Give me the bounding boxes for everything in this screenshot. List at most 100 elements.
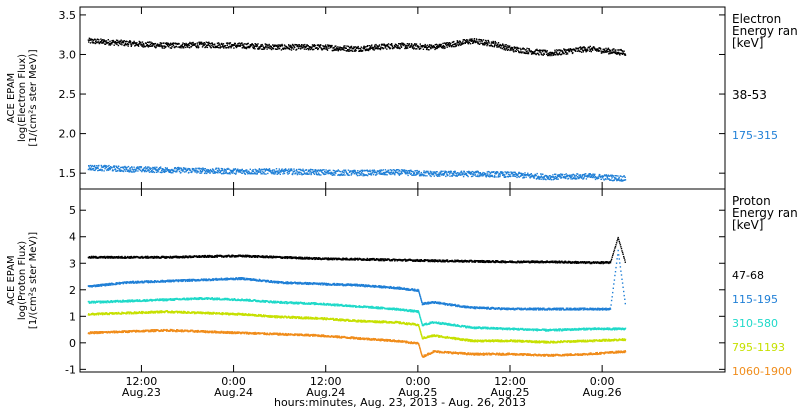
data-point	[245, 43, 247, 45]
data-point	[355, 172, 357, 174]
data-point	[443, 174, 445, 176]
data-point	[427, 259, 429, 261]
data-point	[201, 170, 203, 173]
data-point	[334, 48, 337, 50]
data-point	[567, 177, 570, 180]
data-point	[374, 170, 376, 172]
data-point	[333, 257, 335, 260]
data-point	[300, 169, 302, 171]
data-point	[615, 49, 617, 51]
data-point	[354, 257, 356, 259]
data-point	[189, 41, 191, 44]
data-point	[93, 169, 95, 171]
data-point	[106, 168, 109, 171]
data-point	[552, 178, 554, 181]
data-point	[269, 255, 271, 257]
data-point	[200, 172, 203, 174]
data-point	[357, 45, 359, 48]
data-point	[178, 168, 180, 170]
data-point	[332, 172, 334, 174]
data-point	[128, 282, 131, 284]
data-point	[133, 166, 135, 168]
data-point	[333, 170, 336, 172]
data-point	[245, 47, 248, 50]
data-point	[503, 261, 506, 264]
data-point	[234, 42, 236, 45]
data-point	[565, 53, 567, 55]
data-point	[185, 167, 187, 170]
data-point	[591, 48, 594, 50]
data-point	[170, 47, 173, 49]
data-point	[163, 169, 165, 171]
data-point	[225, 256, 228, 258]
data-point	[429, 170, 432, 173]
data-point	[377, 258, 380, 260]
data-point	[456, 175, 458, 177]
data-point	[143, 282, 145, 284]
data-point	[470, 172, 472, 174]
data-point	[436, 46, 439, 49]
data-point	[276, 46, 279, 48]
data-point	[416, 169, 418, 172]
data-point	[234, 255, 236, 257]
data-point	[136, 42, 138, 44]
data-point	[245, 47, 247, 49]
data-point	[241, 42, 243, 44]
data-point	[343, 47, 346, 49]
data-point	[477, 172, 480, 174]
data-point	[129, 257, 132, 259]
data-point	[590, 174, 592, 176]
data-point	[282, 170, 285, 172]
data-point	[282, 173, 284, 175]
data-point	[178, 168, 180, 171]
data-point	[326, 171, 329, 173]
data-point	[206, 256, 209, 258]
data-point	[549, 178, 551, 181]
data-point	[369, 48, 371, 51]
data-point	[365, 170, 367, 172]
data-point	[163, 170, 165, 172]
data-point	[263, 46, 265, 49]
data-point	[145, 170, 147, 173]
data-point	[577, 176, 579, 178]
data-point	[353, 173, 355, 175]
data-point	[194, 280, 196, 282]
data-point	[363, 170, 365, 172]
data-point	[348, 50, 350, 52]
data-point	[132, 282, 134, 284]
data-point	[496, 172, 498, 174]
data-point	[303, 257, 306, 259]
data-point	[527, 52, 530, 55]
data-point	[534, 173, 537, 176]
data-point	[209, 172, 211, 174]
data-point	[399, 43, 402, 45]
data-point	[229, 45, 231, 47]
data-point	[344, 47, 347, 49]
data-point	[443, 46, 445, 48]
data-point	[441, 47, 443, 49]
data-point	[565, 50, 567, 53]
data-point	[582, 261, 584, 263]
data-point	[294, 257, 297, 259]
data-point	[310, 173, 313, 175]
data-point	[398, 43, 401, 45]
data-point	[285, 46, 288, 48]
data-point	[521, 52, 523, 54]
data-point	[608, 178, 610, 180]
data-point	[470, 175, 473, 178]
data-point	[593, 174, 596, 176]
data-point	[135, 170, 137, 172]
data-point	[581, 49, 584, 51]
data-point	[492, 41, 495, 43]
data-point	[511, 173, 513, 175]
data-point	[91, 39, 93, 41]
data-point	[317, 258, 320, 260]
data-point	[393, 47, 395, 49]
data-point	[516, 262, 518, 264]
data-point	[178, 256, 180, 258]
data-point	[294, 170, 296, 172]
data-point	[262, 173, 264, 175]
data-point	[482, 171, 484, 174]
data-point	[147, 280, 149, 282]
data-point	[386, 170, 389, 172]
